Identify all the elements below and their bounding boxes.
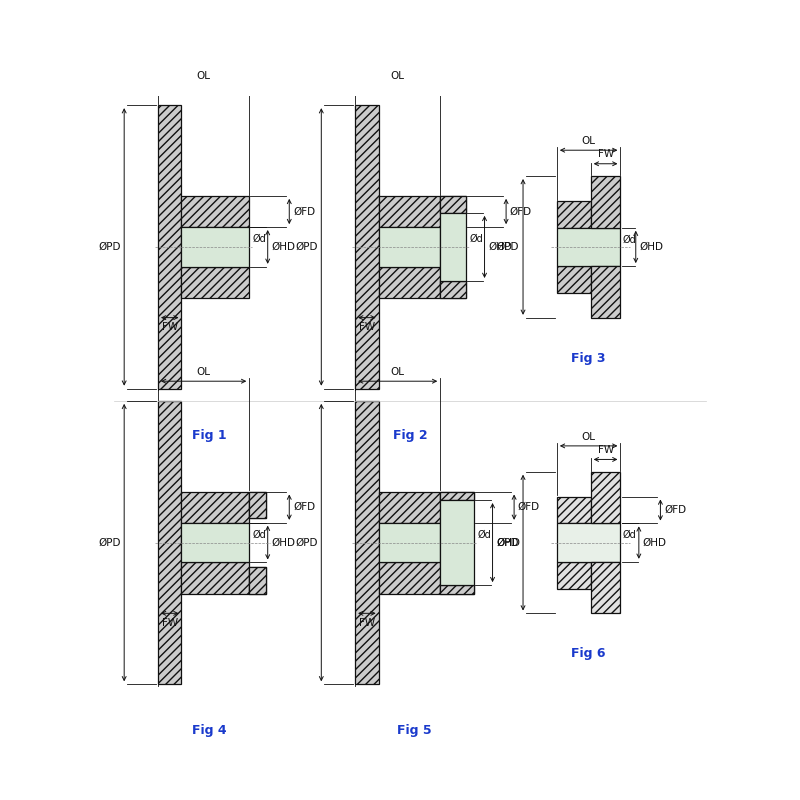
Text: Ød: Ød bbox=[252, 234, 266, 244]
Bar bbox=[378, 522, 440, 562]
Bar bbox=[182, 522, 250, 562]
Bar bbox=[250, 491, 266, 518]
Text: ØFD: ØFD bbox=[510, 206, 532, 217]
Bar bbox=[590, 562, 620, 614]
Bar bbox=[557, 562, 590, 589]
Text: Fig 5: Fig 5 bbox=[398, 724, 432, 738]
Text: OL: OL bbox=[390, 367, 405, 377]
Bar bbox=[440, 585, 474, 594]
Bar bbox=[440, 213, 466, 281]
Bar bbox=[440, 196, 466, 213]
Bar bbox=[557, 228, 620, 266]
Text: ØHD: ØHD bbox=[496, 538, 520, 547]
Bar bbox=[182, 491, 250, 522]
Text: Ød: Ød bbox=[622, 530, 636, 540]
Text: ØFD: ØFD bbox=[518, 502, 540, 512]
Bar bbox=[590, 266, 620, 318]
Text: Fig 6: Fig 6 bbox=[571, 647, 606, 660]
Text: ØPD: ØPD bbox=[98, 242, 121, 252]
Text: Ød: Ød bbox=[469, 234, 483, 244]
Bar bbox=[182, 227, 250, 266]
Text: ØFD: ØFD bbox=[293, 206, 315, 217]
Bar bbox=[182, 562, 250, 594]
Text: Ød: Ød bbox=[622, 234, 636, 245]
Bar bbox=[355, 401, 378, 684]
Bar bbox=[378, 491, 440, 522]
Text: ØPD: ØPD bbox=[295, 538, 318, 547]
Text: ØPD: ØPD bbox=[497, 538, 519, 547]
Text: Fig 4: Fig 4 bbox=[193, 724, 227, 738]
Bar bbox=[378, 266, 440, 298]
Bar bbox=[440, 196, 466, 213]
Text: ØPD: ØPD bbox=[295, 242, 318, 252]
Text: OL: OL bbox=[197, 367, 210, 377]
Bar bbox=[557, 266, 590, 293]
Text: ØHD: ØHD bbox=[642, 538, 666, 547]
Text: ØHD: ØHD bbox=[488, 242, 512, 252]
Bar bbox=[182, 196, 250, 227]
Text: ØPD: ØPD bbox=[98, 538, 121, 547]
Text: Fig 1: Fig 1 bbox=[193, 429, 227, 442]
Bar bbox=[378, 227, 440, 266]
Text: ØFD: ØFD bbox=[293, 502, 315, 512]
Text: FW: FW bbox=[359, 322, 375, 332]
Text: OL: OL bbox=[390, 71, 405, 82]
Bar bbox=[440, 585, 474, 594]
Text: Ød: Ød bbox=[477, 530, 491, 539]
Text: OL: OL bbox=[582, 431, 596, 442]
Bar bbox=[355, 106, 378, 389]
Bar bbox=[557, 201, 590, 228]
Text: FW: FW bbox=[598, 150, 614, 159]
Text: ØHD: ØHD bbox=[271, 242, 295, 252]
Bar bbox=[378, 196, 440, 227]
Text: ØHD: ØHD bbox=[639, 242, 663, 252]
Text: FW: FW bbox=[359, 618, 375, 628]
Text: FW: FW bbox=[162, 322, 178, 332]
Bar bbox=[250, 567, 266, 594]
Bar bbox=[590, 176, 620, 228]
Text: Fig 3: Fig 3 bbox=[571, 352, 606, 365]
Text: Fig 2: Fig 2 bbox=[394, 429, 428, 442]
Bar bbox=[440, 500, 474, 585]
Text: Ød: Ød bbox=[252, 530, 266, 539]
Text: FW: FW bbox=[162, 618, 178, 628]
Bar bbox=[590, 472, 620, 523]
Text: OL: OL bbox=[197, 71, 210, 82]
Text: ØPD: ØPD bbox=[497, 242, 519, 252]
Bar bbox=[158, 106, 182, 389]
Bar bbox=[250, 491, 266, 518]
Bar bbox=[158, 401, 182, 684]
Bar bbox=[440, 281, 466, 298]
Bar bbox=[182, 266, 250, 298]
Text: ØFD: ØFD bbox=[664, 505, 686, 515]
Text: OL: OL bbox=[582, 136, 596, 146]
Bar bbox=[250, 567, 266, 594]
Bar bbox=[557, 497, 590, 523]
Text: ØHD: ØHD bbox=[271, 538, 295, 547]
Bar bbox=[378, 562, 440, 594]
Bar bbox=[440, 281, 466, 298]
Text: FW: FW bbox=[598, 445, 614, 455]
Bar bbox=[440, 491, 474, 500]
Bar bbox=[440, 491, 474, 500]
Bar bbox=[557, 523, 620, 562]
